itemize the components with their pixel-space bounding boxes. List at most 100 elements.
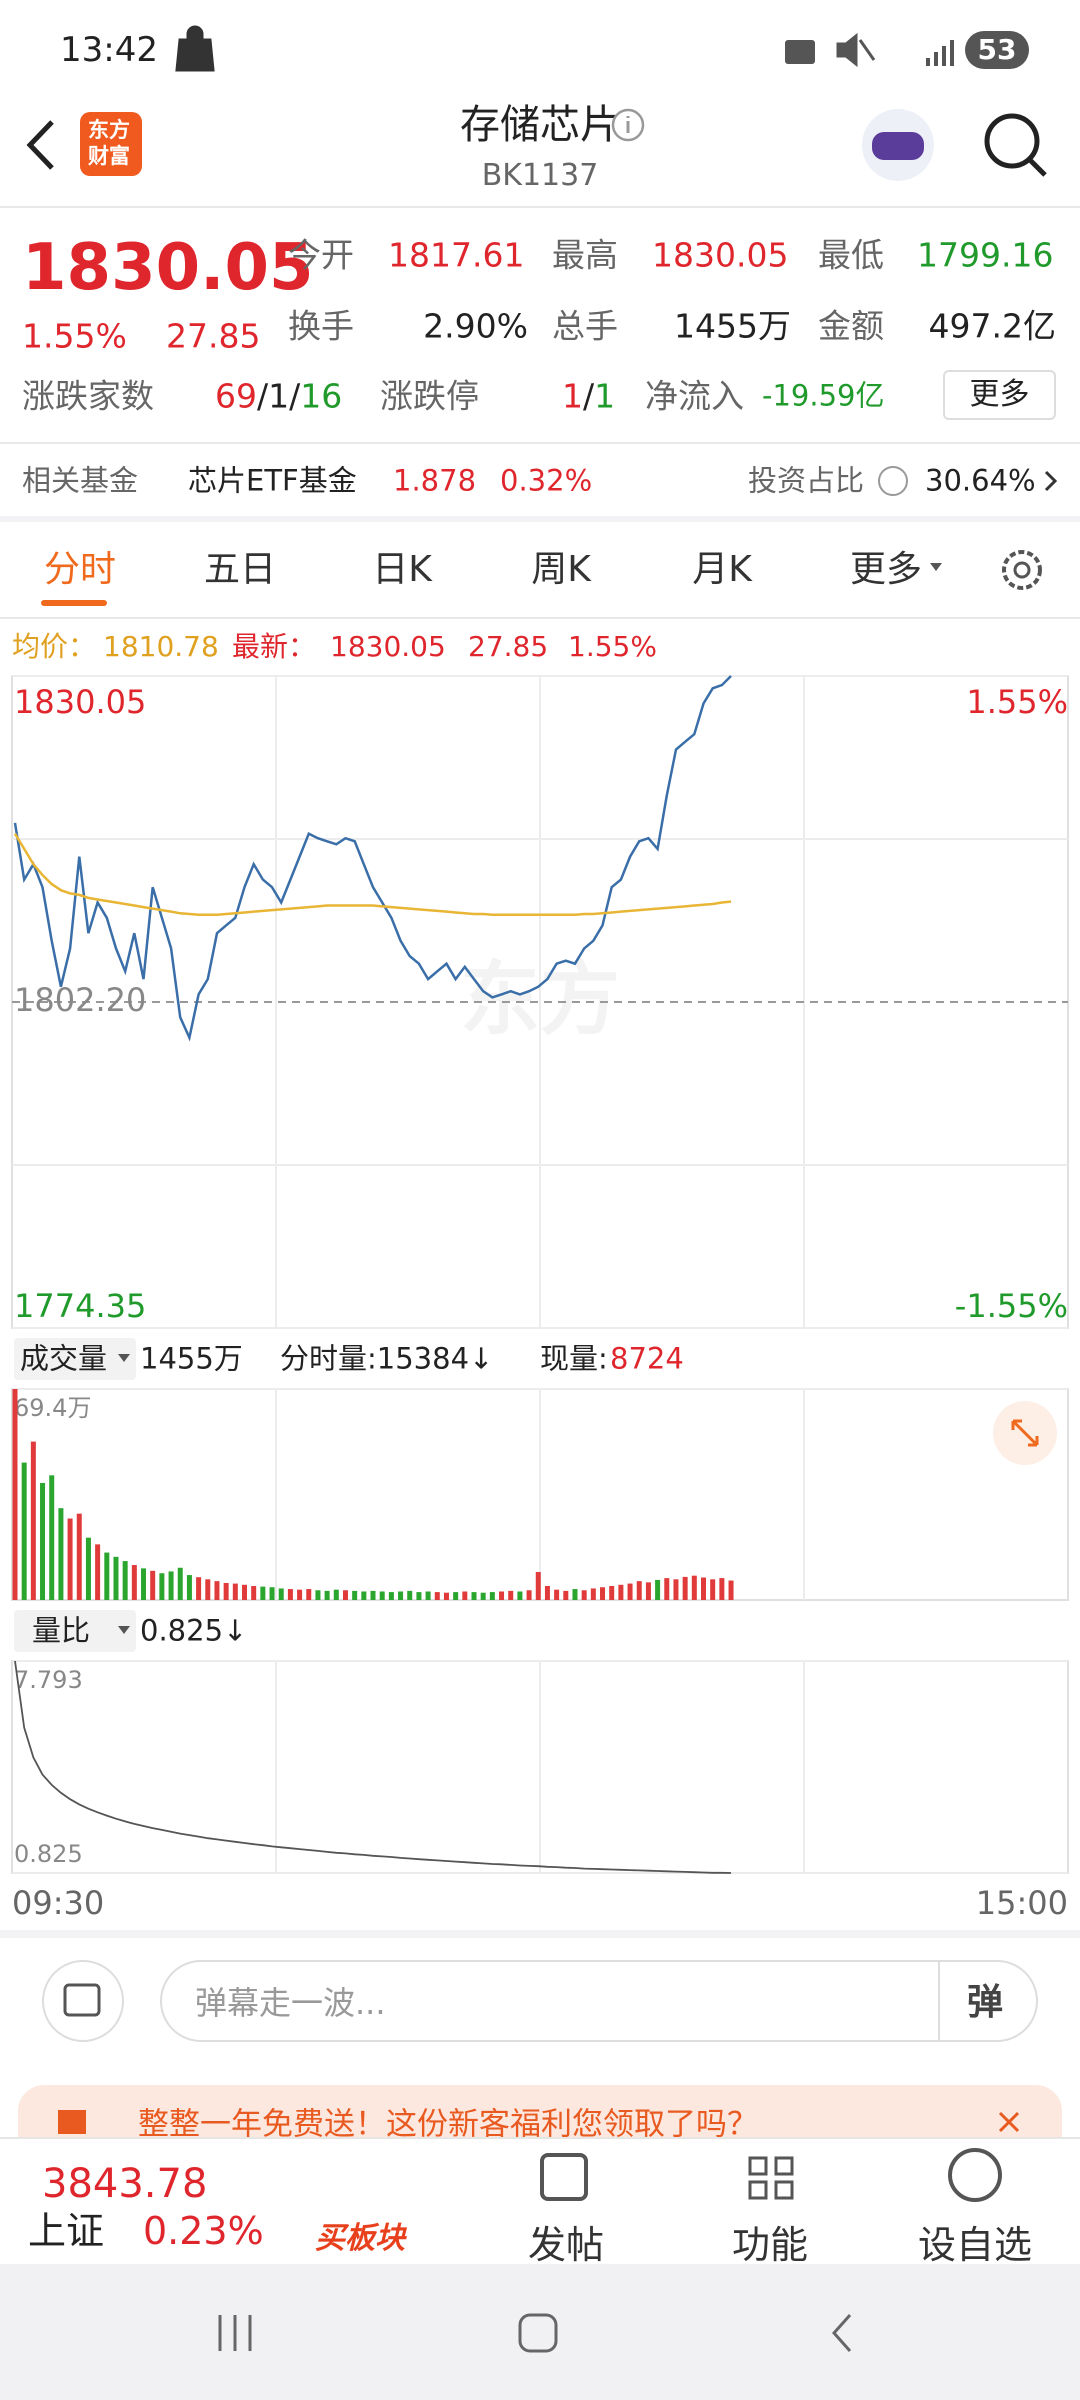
last-change: 27.85 <box>468 630 549 663</box>
volume-bar <box>471 1592 477 1600</box>
volume-bar <box>306 1589 312 1600</box>
volume-bar <box>379 1591 385 1600</box>
volume-bar <box>425 1591 431 1600</box>
field-value: 497.2亿 <box>928 306 1056 346</box>
expand-glyph <box>1011 1419 1039 1447</box>
system-nav <box>0 2264 1080 2400</box>
volume-bar <box>499 1591 505 1600</box>
y-tick-label: 0.825 <box>14 1840 83 1868</box>
volume-bar <box>453 1592 459 1600</box>
tab[interactable]: 月K <box>692 549 752 590</box>
ratio-value: 0.825↓ <box>140 1613 248 1648</box>
home-button[interactable] <box>518 2313 558 2353</box>
index-value: 3843.78 <box>42 2161 208 2207</box>
status-icon <box>785 40 815 64</box>
tab[interactable]: 日K <box>372 549 432 590</box>
now-label: 现量: <box>540 1341 608 1376</box>
comment-input[interactable]: 弹幕走一波... 弹 <box>160 1960 1038 2042</box>
watchlist-icon[interactable] <box>948 2148 1002 2202</box>
search-button[interactable] <box>984 113 1040 169</box>
battery-level: 53 <box>978 33 1017 66</box>
volume-bar <box>58 1508 64 1600</box>
function-icon[interactable] <box>748 2156 794 2200</box>
banner-close[interactable] <box>998 2111 1020 2133</box>
divider <box>0 442 1080 444</box>
comment-menu-glyph <box>63 1983 101 2017</box>
volume-bar <box>526 1590 532 1600</box>
fund-pct: 0.32% <box>500 463 593 498</box>
chevron[interactable] <box>1044 470 1058 492</box>
tab[interactable]: 五日 <box>203 549 277 590</box>
volume-bar <box>645 1582 651 1600</box>
comment-placeholder: 弹幕走一波... <box>195 1984 386 2022</box>
volume-bar <box>122 1561 128 1600</box>
field-label: 金额 <box>818 306 884 346</box>
volume-bar <box>49 1475 55 1600</box>
volume-bar <box>333 1589 339 1600</box>
minute-volume: 分时量:15384↓ <box>280 1341 494 1376</box>
volume-bar <box>278 1588 284 1600</box>
volume-bar <box>489 1592 495 1600</box>
y-tick-label: 1802.20 <box>14 981 146 1019</box>
volume-bar <box>40 1482 46 1600</box>
comment-menu[interactable] <box>42 1960 124 2042</box>
volume-bar <box>141 1568 147 1600</box>
ratio-label: 量比 <box>32 1613 91 1648</box>
more-button[interactable]: 更多 <box>943 370 1056 420</box>
volume-bar <box>205 1579 211 1600</box>
tab[interactable]: 周K <box>531 549 591 590</box>
volume-bar <box>636 1581 642 1600</box>
field-value: 2.90% <box>423 306 528 346</box>
pct-label: -1.55% <box>955 1287 1068 1325</box>
volume-selector[interactable]: 成交量 <box>14 1338 136 1380</box>
app-logo: 东方 财富 <box>80 112 142 176</box>
tab[interactable]: 分时 <box>43 549 117 590</box>
field-label: 涨跌家数 <box>22 376 154 416</box>
post-icon[interactable] <box>540 2153 588 2201</box>
volume-bar <box>168 1571 174 1600</box>
volume-bar <box>544 1586 550 1600</box>
recent-apps[interactable] <box>218 2315 252 2351</box>
nav-label[interactable]: 发帖 <box>527 2223 605 2267</box>
sep: / <box>583 376 595 416</box>
line-series <box>13 833 732 917</box>
tab[interactable]: 更多 <box>849 549 923 590</box>
volume-bar <box>177 1567 183 1600</box>
danmaku-button[interactable]: 弹 <box>967 1982 1004 2023</box>
volume-bar <box>719 1578 725 1600</box>
change: 27.85 <box>166 316 261 356</box>
volume-bar <box>618 1584 624 1600</box>
nav-label[interactable]: 功能 <box>731 2223 809 2267</box>
net-inflow: -19.59亿 <box>762 378 885 413</box>
info-icon[interactable] <box>611 108 645 142</box>
bag-icon <box>175 25 215 72</box>
back-nav[interactable] <box>831 2314 852 2352</box>
field-label: 换手 <box>288 306 354 346</box>
tab-indicator <box>41 600 107 606</box>
volume-bar <box>150 1570 156 1600</box>
settings-button[interactable] <box>1002 550 1042 590</box>
nav-label[interactable]: 买板块 <box>315 2221 405 2256</box>
up-count: 69 <box>215 376 257 416</box>
separator <box>0 516 1080 522</box>
nav-label[interactable]: 设自选 <box>917 2223 1033 2267</box>
fund-name[interactable]: 芯片ETF基金 <box>188 463 357 498</box>
volume-bar <box>361 1591 367 1600</box>
signal-icon <box>926 40 954 66</box>
last-pct: 1.55% <box>568 630 657 663</box>
back-button[interactable] <box>26 120 54 170</box>
bottom-nav: 3843.78 上证 0.23% 买板块 发帖 功能 设自选 <box>0 2137 1080 2266</box>
volume-bar <box>260 1586 266 1600</box>
help-icon[interactable] <box>878 466 908 496</box>
volume-bar <box>554 1589 560 1600</box>
volume-bar <box>76 1513 82 1600</box>
volume-bar <box>269 1587 275 1600</box>
volume-bar <box>12 1389 18 1600</box>
volume-bar <box>370 1590 376 1600</box>
ratio-selector[interactable]: 量比 <box>14 1610 136 1652</box>
volume-bar <box>398 1591 404 1600</box>
volume-bar <box>590 1588 596 1600</box>
divider <box>0 617 1080 619</box>
board-code: BK1137 <box>481 158 599 193</box>
